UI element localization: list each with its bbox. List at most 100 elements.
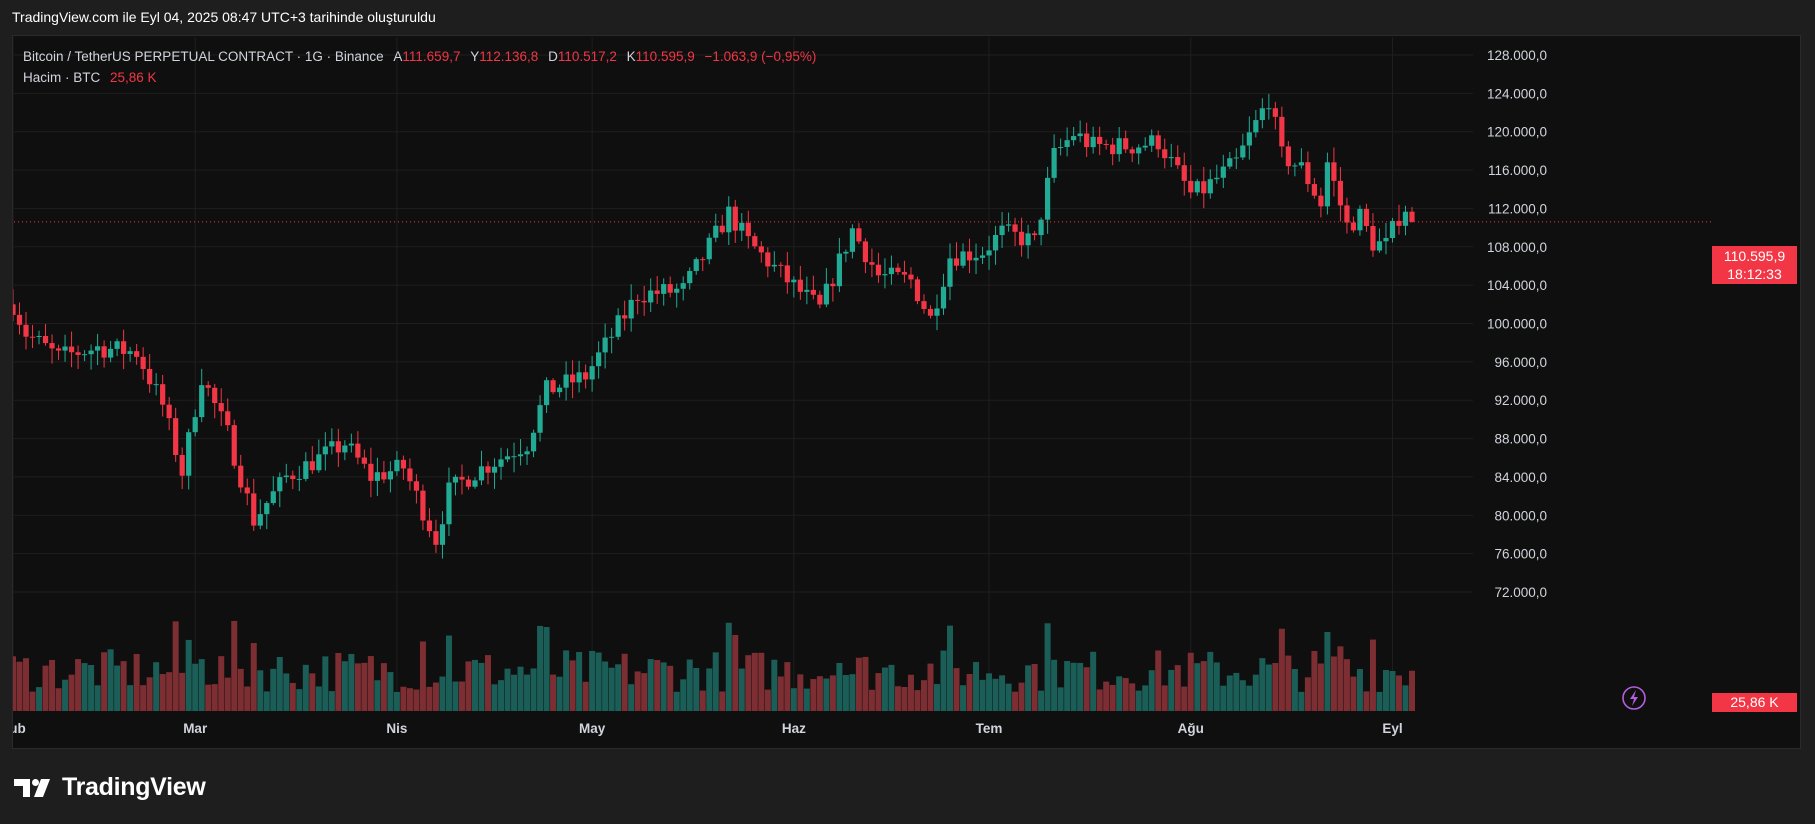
volume-bar	[1174, 665, 1181, 711]
volume-bar	[1220, 685, 1227, 711]
volume-bar	[960, 685, 967, 711]
volume-bar	[1330, 656, 1337, 711]
volume-bar	[400, 686, 407, 711]
volume-bar	[595, 652, 602, 711]
volume-bar	[1031, 663, 1038, 711]
ohlc-legend-row: Bitcoin / TetherUS PERPETUAL CONTRACT · …	[23, 46, 816, 67]
candle-body	[921, 301, 927, 309]
candle-body	[238, 465, 244, 488]
candle-body	[674, 288, 680, 293]
volume-bar	[660, 662, 667, 711]
volume-bar	[439, 676, 446, 711]
tradingview-logo-icon	[14, 778, 50, 797]
candle-body	[1194, 181, 1200, 193]
volume-bar	[23, 658, 30, 711]
volume-bar	[445, 635, 452, 711]
candle-body	[205, 385, 211, 388]
candle-body	[1188, 180, 1194, 193]
y-tick-label: 120.000,0	[1487, 125, 1547, 140]
volume-bar	[146, 677, 153, 711]
tradingview-brand[interactable]: TradingView	[14, 773, 206, 802]
candle-body	[752, 236, 758, 247]
volume-bar	[302, 664, 309, 711]
symbol-title[interactable]: Bitcoin / TetherUS PERPETUAL CONTRACT · …	[23, 49, 384, 64]
candle-body	[264, 503, 270, 515]
candle-body	[960, 251, 966, 266]
candle-body	[355, 443, 361, 458]
volume-bar	[784, 662, 791, 711]
candle-body	[173, 418, 179, 456]
volume-bar	[947, 625, 954, 711]
volume-bar	[68, 674, 75, 711]
candle-body	[784, 265, 790, 283]
volume-bar	[29, 691, 36, 711]
volume-bar	[133, 653, 140, 711]
candle-body	[1389, 220, 1396, 239]
volume-bar	[1057, 687, 1064, 711]
candle-body	[374, 472, 380, 481]
volume-bar	[62, 679, 69, 711]
candle-body	[1155, 135, 1161, 150]
low-label: D	[548, 49, 558, 64]
volume-bar	[1395, 675, 1402, 711]
bar-countdown: 18:12:33	[1727, 266, 1782, 282]
volume-bar	[1356, 669, 1363, 711]
volume-bar	[1311, 650, 1318, 711]
volume-bar	[159, 673, 166, 711]
volume-bar	[153, 662, 160, 711]
candle-body	[726, 206, 732, 233]
candle-body	[62, 346, 68, 351]
volume-bar	[55, 688, 62, 711]
volume-bar	[654, 660, 661, 711]
candle-body	[914, 279, 921, 302]
volume-bar	[524, 674, 531, 711]
volume-bar	[1246, 685, 1253, 711]
last-volume-tag: 25,86 K	[1712, 693, 1797, 712]
candle-body	[322, 446, 328, 455]
volume-bar	[881, 667, 888, 711]
price-chart[interactable]: 72.000,0 76.000,0 80.000,0 84.000,0 88.000,0…	[13, 36, 1800, 748]
volume-bar	[1155, 650, 1162, 711]
volume-title[interactable]: Hacim · BTC	[23, 70, 101, 85]
candle-body	[1246, 132, 1252, 146]
volume-bar	[1278, 628, 1285, 711]
candle-body	[1266, 108, 1272, 110]
volume-bar	[114, 665, 121, 711]
volume-bar	[1265, 664, 1272, 711]
lightning-icon-bolt	[1630, 690, 1638, 706]
volume-bar	[511, 674, 518, 711]
volume-bar	[530, 668, 537, 711]
volume-bar	[120, 661, 127, 711]
candle-body	[830, 283, 836, 287]
volume-bar	[1337, 646, 1344, 711]
volume-bar	[1103, 681, 1110, 711]
volume-bar	[790, 688, 797, 711]
volume-bar	[1239, 680, 1246, 711]
candle-body	[953, 258, 960, 266]
volume-bar	[979, 679, 986, 711]
candle-body	[127, 351, 133, 354]
volume-bar	[563, 650, 570, 711]
volume-bar	[751, 652, 758, 711]
volume-bar	[1038, 690, 1045, 711]
chart-pane[interactable]: 72.000,0 76.000,0 80.000,0 84.000,0 88.000,0…	[12, 35, 1801, 749]
volume-bar	[712, 652, 719, 711]
candle-body	[491, 466, 498, 473]
brand-name: TradingView	[62, 773, 206, 801]
volume-bar	[81, 663, 88, 711]
volume-bar	[504, 668, 511, 711]
candle-body	[530, 432, 537, 452]
volume-bar	[406, 688, 413, 711]
candle-body	[895, 267, 901, 273]
lightning-icon[interactable]	[1622, 686, 1646, 710]
volume-bar	[419, 641, 426, 711]
candle-body	[485, 466, 491, 473]
candle-body	[1097, 136, 1103, 144]
candle-body	[153, 384, 159, 386]
y-tick-label: 88.000,0	[1494, 432, 1547, 447]
candle-body	[602, 337, 608, 353]
candle-body	[1370, 226, 1376, 251]
volume-bar	[452, 681, 459, 711]
volume-bar	[576, 651, 583, 711]
volume-bar	[185, 639, 192, 711]
